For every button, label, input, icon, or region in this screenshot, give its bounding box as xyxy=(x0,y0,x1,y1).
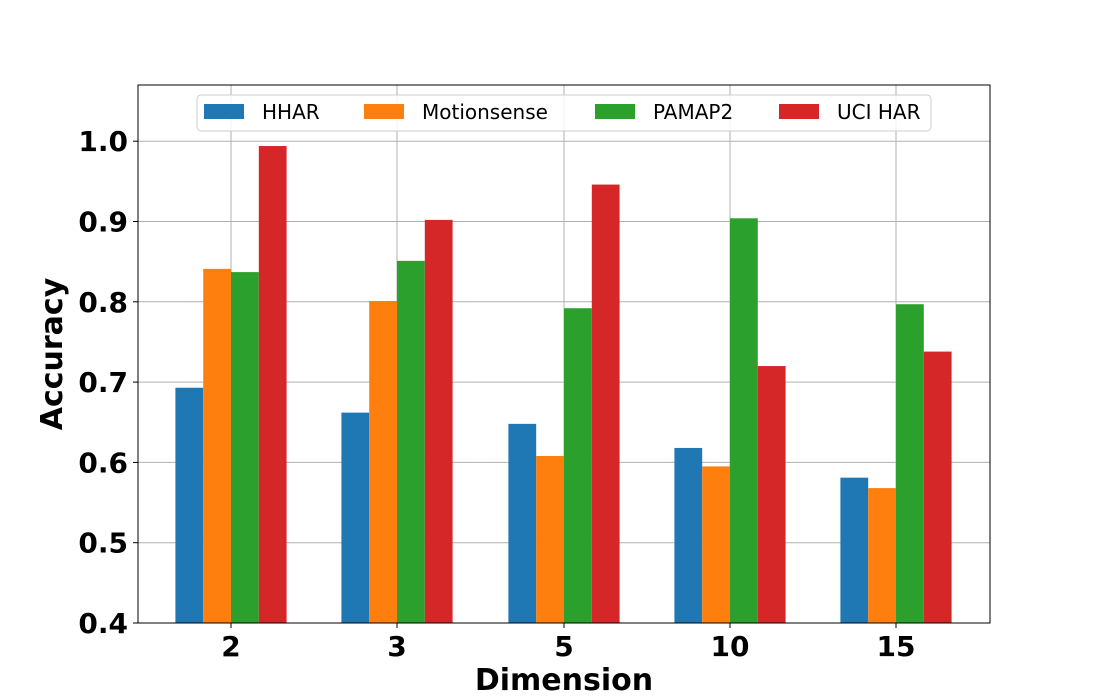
y-tick-label: 0.5 xyxy=(78,527,128,560)
y-tick-label: 0.9 xyxy=(78,206,128,239)
legend-swatch-motionsense xyxy=(364,104,404,119)
legend-swatch-hhar xyxy=(204,104,244,119)
bars xyxy=(175,146,952,624)
bar-hhar-10 xyxy=(674,447,703,623)
bar-pamap2-10 xyxy=(730,218,758,623)
bar-pamap2-15 xyxy=(896,304,924,623)
bar-pamap2-3 xyxy=(397,260,425,623)
x-axis-label: Dimension xyxy=(475,663,653,698)
x-tick-label: 3 xyxy=(387,630,406,663)
bar-motionsense-2 xyxy=(203,268,231,623)
legend-label-hhar: HHAR xyxy=(262,100,320,124)
y-axis-label: Accuracy xyxy=(35,277,70,430)
y-tick-labels: 0.4 0.5 0.6 0.7 0.8 0.9 1.0 xyxy=(78,125,138,640)
bar-hhar-3 xyxy=(341,412,370,623)
x-tick-labels: 2 3 5 10 15 xyxy=(221,623,915,663)
x-tick-label: 10 xyxy=(711,630,750,663)
legend: HHAR Motionsense PAMAP2 UCI HAR xyxy=(196,94,932,132)
legend-swatch-pamap2 xyxy=(595,104,635,119)
x-tick-label: 5 xyxy=(554,630,573,663)
bar-motionsense-10 xyxy=(702,466,730,623)
legend-label-uci-har: UCI HAR xyxy=(837,100,921,124)
bar-hhar-5 xyxy=(508,423,537,623)
y-tick-label: 0.8 xyxy=(78,286,128,319)
x-tick-label: 2 xyxy=(221,630,240,663)
y-tick-label: 0.7 xyxy=(78,366,128,399)
bar-motionsense-3 xyxy=(369,301,397,623)
bar-pamap2-2 xyxy=(231,272,259,623)
bar-motionsense-15 xyxy=(868,488,896,623)
bar-pamap2-5 xyxy=(564,308,592,623)
bar-uci-har-10 xyxy=(757,366,786,623)
bar-hhar-2 xyxy=(175,387,204,623)
bar-uci-har-2 xyxy=(258,146,287,624)
legend-swatch-uci-har xyxy=(779,104,819,119)
x-tick-label: 15 xyxy=(877,630,916,663)
y-tick-label: 0.6 xyxy=(78,446,128,479)
bar-motionsense-5 xyxy=(536,455,564,623)
y-tick-label: 1.0 xyxy=(78,125,128,158)
bar-hhar-15 xyxy=(840,477,869,623)
bar-uci-har-3 xyxy=(424,219,453,623)
bar-uci-har-15 xyxy=(923,351,952,623)
y-tick-label: 0.4 xyxy=(78,607,128,640)
legend-label-pamap2: PAMAP2 xyxy=(653,100,733,124)
bar-uci-har-5 xyxy=(591,184,620,624)
legend-label-motionsense: Motionsense xyxy=(422,100,548,124)
